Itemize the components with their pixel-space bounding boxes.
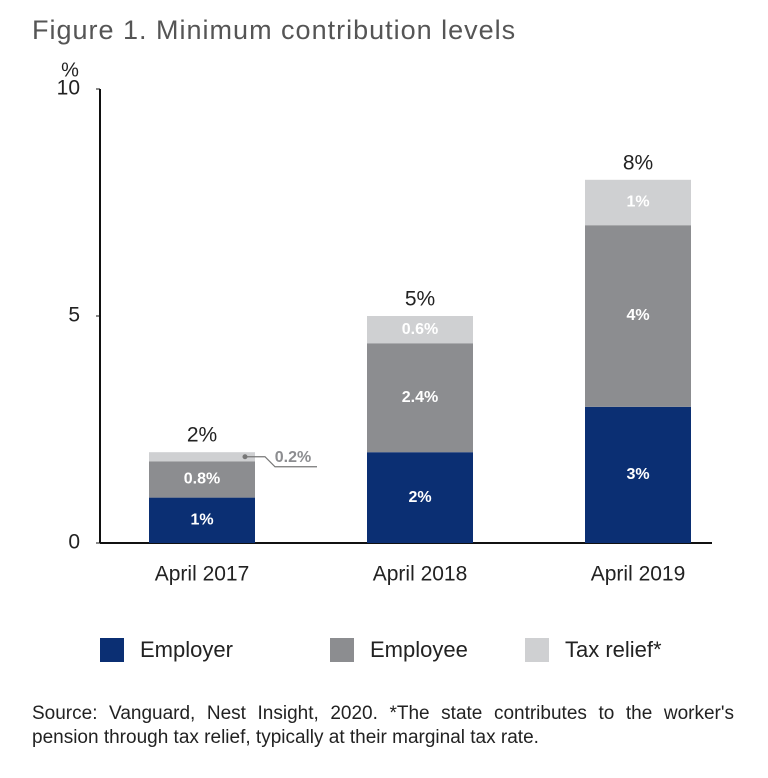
data-label: 0.2% (275, 449, 311, 466)
bar-segment (585, 225, 691, 407)
data-label: 2% (408, 489, 431, 506)
leader-line (245, 456, 317, 468)
total-label: 8% (623, 151, 653, 174)
y-axis-label: % (61, 59, 79, 81)
data-label: 1% (626, 194, 649, 211)
bar-segment (149, 497, 255, 543)
legend-swatch (100, 638, 124, 662)
chart-title: Figure 1. Minimum contribution levels (32, 15, 516, 45)
chart: Figure 1. Minimum contribution levels % … (32, 15, 712, 662)
bar-segment (367, 452, 473, 543)
data-label: 2.4% (402, 389, 438, 406)
legend-label: Tax relief* (565, 637, 662, 662)
x-tick-label: April 2019 (591, 563, 686, 586)
total-label: 5% (405, 288, 435, 311)
bar-segment (367, 343, 473, 453)
bar-segment (149, 452, 255, 462)
legend-swatch (525, 638, 549, 662)
data-label: 0.8% (184, 471, 220, 488)
data-label: 4% (626, 307, 649, 324)
data-label: 1% (190, 512, 213, 529)
footnote: Source: Vanguard, Nest Insight, 2020. *T… (32, 703, 734, 748)
total-label: 2% (187, 424, 217, 447)
data-label: 3% (626, 466, 649, 483)
bar-segment (585, 406, 691, 543)
y-tick-label: 5 (68, 304, 80, 327)
data-label: 0.6% (402, 321, 438, 338)
bar-segment (149, 461, 255, 498)
bar-segment (367, 316, 473, 344)
bar-segment (585, 179, 691, 226)
legend-label: Employer (140, 637, 233, 662)
y-tick-label: 10 (57, 77, 80, 100)
legend-swatch (330, 638, 354, 662)
y-tick-label: 0 (68, 531, 80, 554)
x-tick-label: April 2018 (373, 563, 468, 586)
legend-label: Employee (370, 637, 468, 662)
x-tick-label: April 2017 (155, 563, 250, 586)
